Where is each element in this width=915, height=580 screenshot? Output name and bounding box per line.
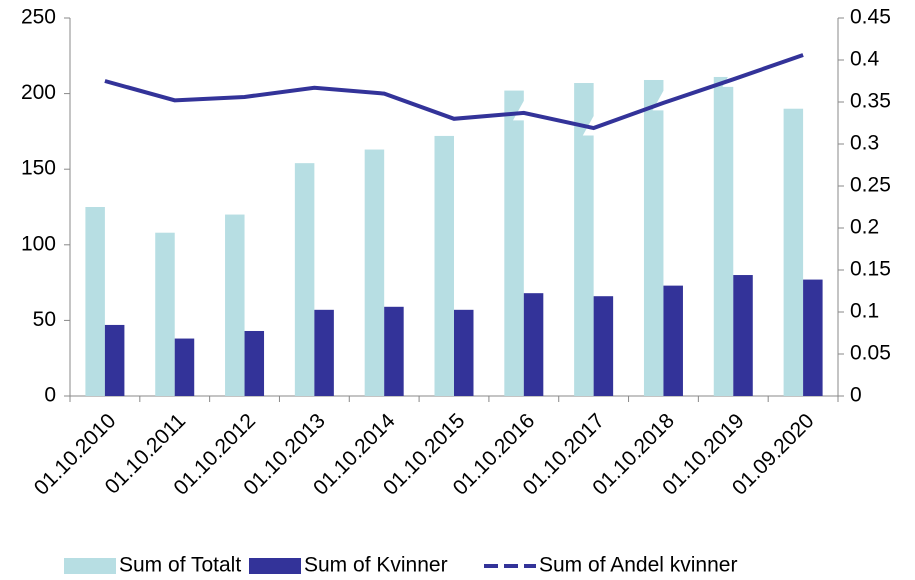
y-tick-label: 250 [21, 6, 56, 29]
y-tick-label: 150 [21, 157, 56, 180]
y2-tick-label: 0.1 [850, 300, 879, 323]
bar [454, 309, 474, 396]
bar [504, 90, 524, 397]
y2-tick-label: 0.25 [850, 174, 891, 197]
legend-swatch [64, 558, 116, 574]
line [104, 53, 804, 131]
bar [155, 232, 175, 396]
y-tick-label: 50 [33, 308, 56, 331]
y-tick-label: 100 [21, 232, 56, 255]
bar [733, 275, 753, 396]
bar [314, 309, 334, 396]
y-tick-label: 200 [21, 81, 56, 104]
bar [85, 207, 105, 396]
bar [803, 279, 823, 396]
bar [225, 214, 245, 396]
bar [294, 163, 315, 396]
legend-label: Sum of Kvinner [304, 554, 448, 577]
bar [713, 76, 734, 396]
y2-tick-label: 0 [850, 384, 862, 407]
y2-tick-label: 0.35 [850, 90, 891, 113]
bar [523, 293, 544, 396]
y2-tick-label: 0.45 [850, 6, 891, 29]
bar [174, 338, 195, 396]
bar [593, 296, 614, 396]
bar [384, 306, 404, 396]
y2-tick-label: 0.05 [850, 342, 891, 365]
legend-label: Sum of Andel kvinner [539, 554, 737, 577]
bar [364, 149, 385, 396]
bar [244, 330, 265, 396]
bar [434, 135, 454, 396]
y2-tick-label: 0.2 [850, 216, 879, 239]
y-tick-label: 0 [44, 384, 56, 407]
y2-tick-label: 0.15 [850, 258, 891, 281]
y2-tick-label: 0.3 [850, 132, 879, 155]
bar [783, 108, 804, 396]
bar [574, 83, 594, 397]
bar [643, 79, 664, 396]
bar [663, 285, 683, 396]
y2-tick-label: 0.4 [850, 48, 880, 71]
legend-swatch [249, 558, 301, 574]
bar [104, 324, 125, 396]
line-marker [94, 68, 116, 89]
legend-label: Sum of Totalt [119, 554, 241, 577]
